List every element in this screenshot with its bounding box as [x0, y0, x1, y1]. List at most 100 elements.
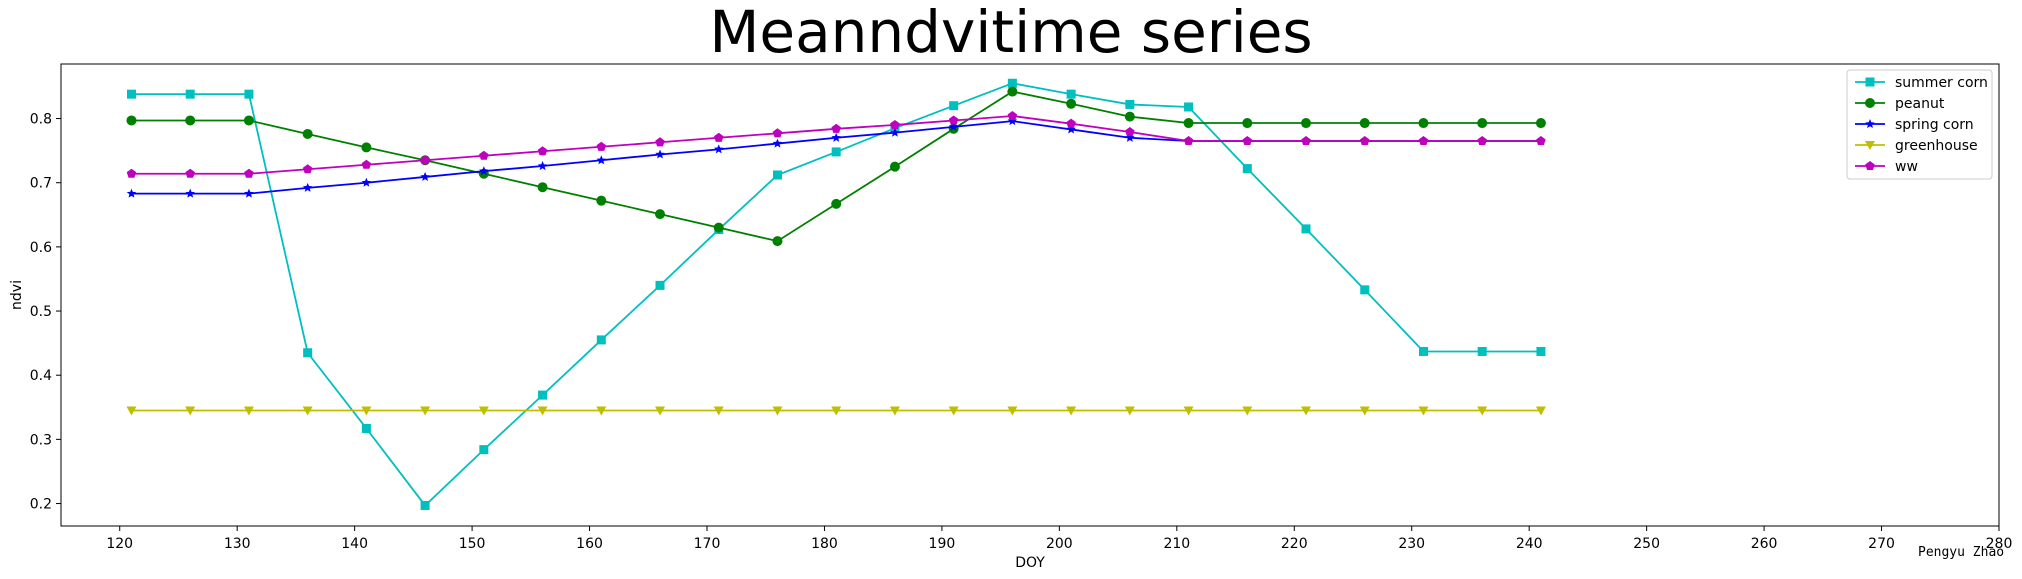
data-point-greenhouse: [361, 406, 372, 416]
data-point-ww: [1477, 136, 1487, 146]
y-tick-label: 0.7: [30, 176, 52, 192]
data-point-peanut: [537, 182, 548, 193]
data-point-summer-corn: [1066, 89, 1076, 99]
data-point-peanut: [713, 222, 724, 233]
y-tick-label: 0.2: [30, 497, 52, 513]
data-point-spring-corn: [185, 188, 195, 198]
legend-label-ww: ww: [1895, 159, 1918, 175]
x-tick-label: 120: [106, 536, 133, 552]
data-point-summer-corn: [1477, 346, 1487, 356]
x-tick-label: 200: [1046, 536, 1073, 552]
data-point-greenhouse: [948, 406, 959, 416]
data-point-peanut: [1183, 118, 1194, 129]
data-point-ww: [1125, 127, 1135, 137]
data-point-summer-corn: [244, 89, 254, 99]
data-point-peanut: [302, 128, 313, 139]
data-point-greenhouse: [478, 406, 489, 416]
data-point-spring-corn: [1066, 124, 1076, 134]
data-point-ww: [361, 159, 372, 169]
data-point-greenhouse: [420, 406, 431, 416]
data-point-peanut: [831, 198, 842, 209]
y-tick-label: 0.4: [30, 368, 52, 384]
data-point-summer-corn: [126, 89, 136, 99]
data-point-summer-corn: [1184, 102, 1194, 112]
data-point-greenhouse: [655, 406, 666, 416]
legend-marker-peanut: [1865, 98, 1875, 108]
x-tick-label: 150: [459, 536, 486, 552]
y-tick-label: 0.5: [30, 304, 52, 320]
x-tick-label: 250: [1633, 536, 1660, 552]
data-point-ww: [244, 168, 254, 178]
y-tick-label: 0.6: [30, 240, 52, 256]
x-tick-label: 180: [811, 536, 838, 552]
data-point-spring-corn: [596, 155, 607, 165]
data-point-ww: [948, 115, 959, 125]
data-point-greenhouse: [831, 406, 842, 416]
data-point-greenhouse: [1301, 406, 1312, 416]
chart-title: Meanndvitime series: [709, 0, 1312, 66]
data-point-peanut: [361, 142, 372, 153]
x-tick-label: 170: [694, 536, 721, 552]
x-tick-label: 260: [1751, 536, 1778, 552]
data-point-greenhouse: [1007, 406, 1018, 416]
data-point-spring-corn: [479, 166, 489, 176]
data-point-summer-corn: [1536, 346, 1546, 356]
author-annotation: Pengyu Zhao: [1918, 545, 2004, 560]
data-point-ww: [1418, 136, 1429, 146]
data-point-greenhouse: [1124, 406, 1135, 416]
data-point-summer-corn: [361, 423, 371, 433]
data-point-summer-corn: [479, 445, 489, 455]
data-point-peanut: [1242, 118, 1253, 129]
data-point-peanut: [772, 236, 783, 247]
data-point-spring-corn: [1125, 132, 1135, 142]
data-point-summer-corn: [420, 500, 430, 510]
x-tick-label: 220: [1281, 536, 1308, 552]
y-tick-label: 0.8: [30, 112, 52, 128]
series-greenhouse: [126, 406, 1546, 416]
data-point-greenhouse: [596, 406, 607, 416]
data-point-greenhouse: [1418, 406, 1429, 416]
data-point-greenhouse: [185, 406, 196, 416]
data-point-summer-corn: [1360, 285, 1370, 295]
data-point-summer-corn: [1007, 78, 1017, 88]
legend-label-greenhouse: greenhouse: [1895, 138, 1978, 154]
x-tick-label: 190: [929, 536, 956, 552]
data-point-summer-corn: [831, 147, 841, 157]
data-point-greenhouse: [1183, 406, 1194, 416]
data-point-ww: [831, 123, 841, 133]
data-point-ww: [1183, 136, 1194, 146]
data-point-greenhouse: [1242, 406, 1253, 416]
data-point-greenhouse: [537, 406, 548, 416]
series-ww: [126, 110, 1546, 178]
data-point-greenhouse: [889, 406, 900, 416]
data-point-greenhouse: [772, 406, 783, 416]
data-point-spring-corn: [655, 149, 665, 159]
data-point-greenhouse: [126, 406, 137, 416]
x-axis-label: DOY: [1015, 555, 1045, 571]
data-point-summer-corn: [1301, 224, 1311, 234]
legend-marker-ww: [1865, 161, 1875, 171]
data-point-greenhouse: [1066, 406, 1077, 416]
legend-label-spring-corn: spring corn: [1895, 117, 1974, 133]
x-tick-label: 160: [576, 536, 603, 552]
data-point-peanut: [1066, 98, 1077, 109]
data-point-peanut: [126, 115, 137, 126]
data-point-greenhouse: [302, 406, 313, 416]
series-line-summer-corn: [131, 82, 1541, 507]
data-point-spring-corn: [831, 132, 841, 142]
data-point-peanut: [1301, 118, 1312, 129]
data-point-greenhouse: [1535, 406, 1546, 416]
data-point-peanut: [596, 195, 607, 206]
data-point-ww: [420, 155, 430, 165]
data-point-ww: [713, 132, 724, 142]
data-point-summer-corn: [655, 280, 665, 290]
legend-marker-greenhouse: [1865, 141, 1875, 150]
data-point-ww: [1066, 118, 1076, 128]
data-point-summer-corn: [303, 348, 313, 358]
data-point-peanut: [1535, 118, 1546, 129]
data-point-greenhouse: [243, 406, 254, 416]
data-point-peanut: [1124, 111, 1135, 122]
x-tick-label: 210: [1163, 536, 1190, 552]
data-point-summer-corn: [772, 170, 782, 180]
data-point-summer-corn: [1242, 164, 1252, 174]
